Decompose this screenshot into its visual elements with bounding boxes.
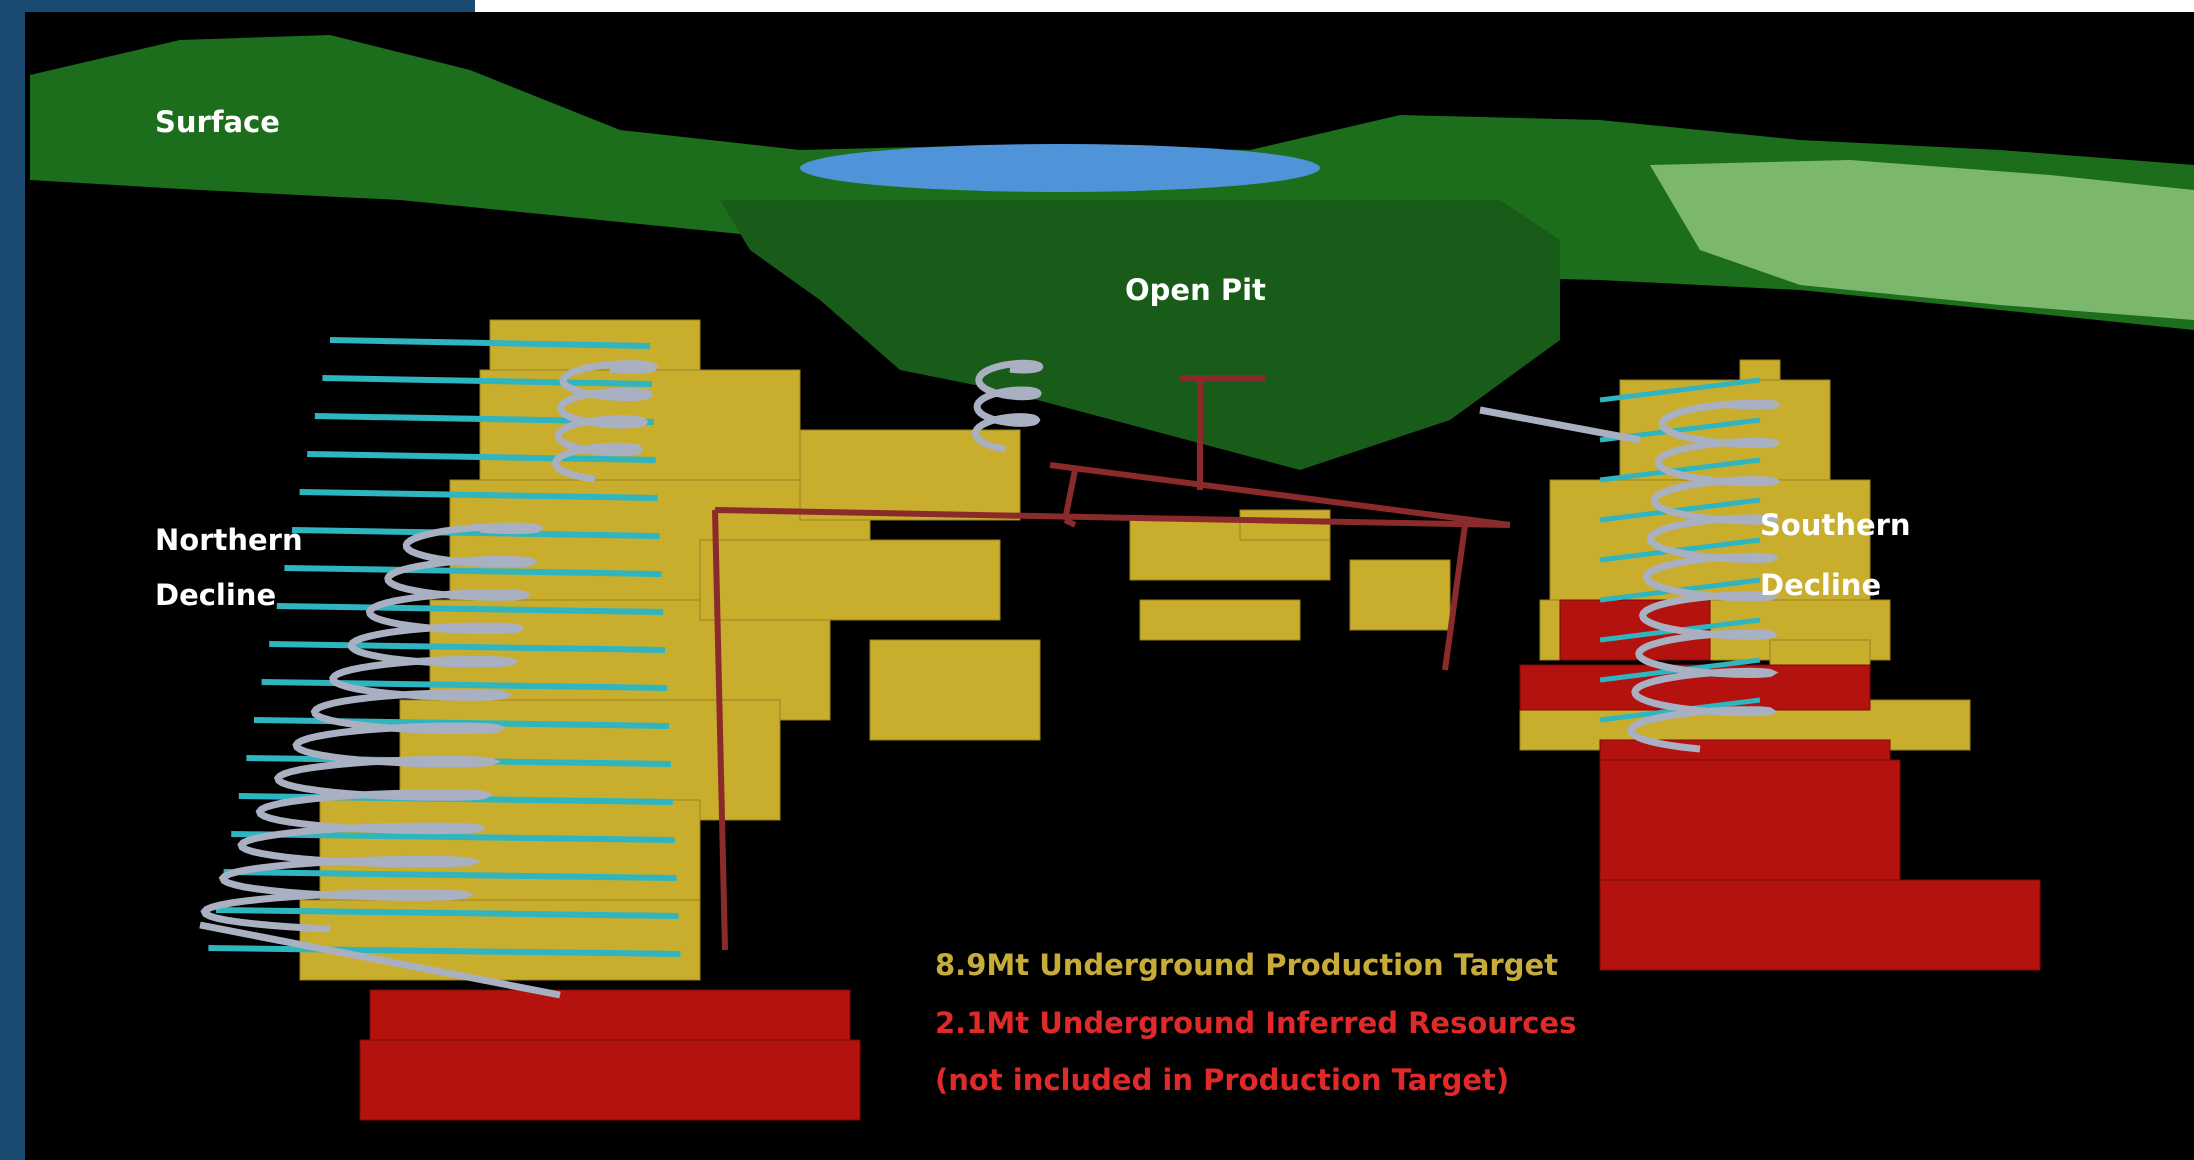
level-drive xyxy=(299,489,658,501)
level-drive xyxy=(322,375,652,387)
level-drive xyxy=(1599,457,1761,483)
decline-spiral xyxy=(200,522,545,933)
level-drive xyxy=(1599,497,1761,523)
level-drive xyxy=(307,451,656,463)
northern-decline-label: Northern xyxy=(155,523,303,557)
production-block xyxy=(1349,559,1451,631)
inferred-block xyxy=(1599,759,1901,881)
shaft xyxy=(1062,469,1078,521)
legend-inferred: 2.1Mt Underground Inferred Resources xyxy=(935,1006,1576,1040)
top-strip xyxy=(475,0,2194,12)
southern-decline-label: Southern xyxy=(1760,508,1911,542)
open-pit-label: Open Pit xyxy=(1125,273,1266,307)
inferred-block xyxy=(359,1039,861,1121)
surface-label: Surface xyxy=(155,105,280,139)
shaft xyxy=(1063,517,1077,528)
level-drive xyxy=(284,565,662,577)
level-drive xyxy=(208,945,681,957)
level-drive xyxy=(223,869,677,881)
production-block xyxy=(869,639,1041,741)
inferred-block xyxy=(1599,879,2041,971)
geology xyxy=(30,35,2194,470)
legend-note: (not included in Production Target) xyxy=(935,1063,1509,1097)
surface-clearing xyxy=(1650,160,2194,320)
northern-decline-label: Decline xyxy=(155,578,276,612)
development xyxy=(199,337,1782,999)
level-drive xyxy=(261,679,668,691)
level-drive xyxy=(231,831,675,843)
production-block xyxy=(699,539,1001,621)
decline-spiral xyxy=(551,360,659,483)
level-drive xyxy=(1599,377,1761,403)
level-drive xyxy=(276,603,664,615)
production-block xyxy=(479,369,801,491)
decline-spiral xyxy=(971,359,1044,453)
southern-decline-label: Decline xyxy=(1760,568,1881,602)
open-pit xyxy=(720,200,1560,470)
level-drive xyxy=(269,641,666,653)
decline-ramp xyxy=(199,921,561,999)
shaft xyxy=(712,509,728,951)
production-block xyxy=(1139,599,1301,641)
shaft xyxy=(1442,524,1468,671)
production-block xyxy=(1239,509,1331,541)
production-block xyxy=(1549,479,1871,601)
legend-production: 8.9Mt Underground Production Target xyxy=(935,948,1558,982)
shaft xyxy=(1049,462,1511,528)
decline-ramp xyxy=(1479,406,1641,444)
level-drive xyxy=(329,337,651,349)
pit-lake xyxy=(800,144,1320,192)
decline-spiral xyxy=(1627,399,1782,753)
level-drive xyxy=(215,907,679,919)
shaft xyxy=(714,507,1511,528)
level-drive xyxy=(291,527,660,539)
